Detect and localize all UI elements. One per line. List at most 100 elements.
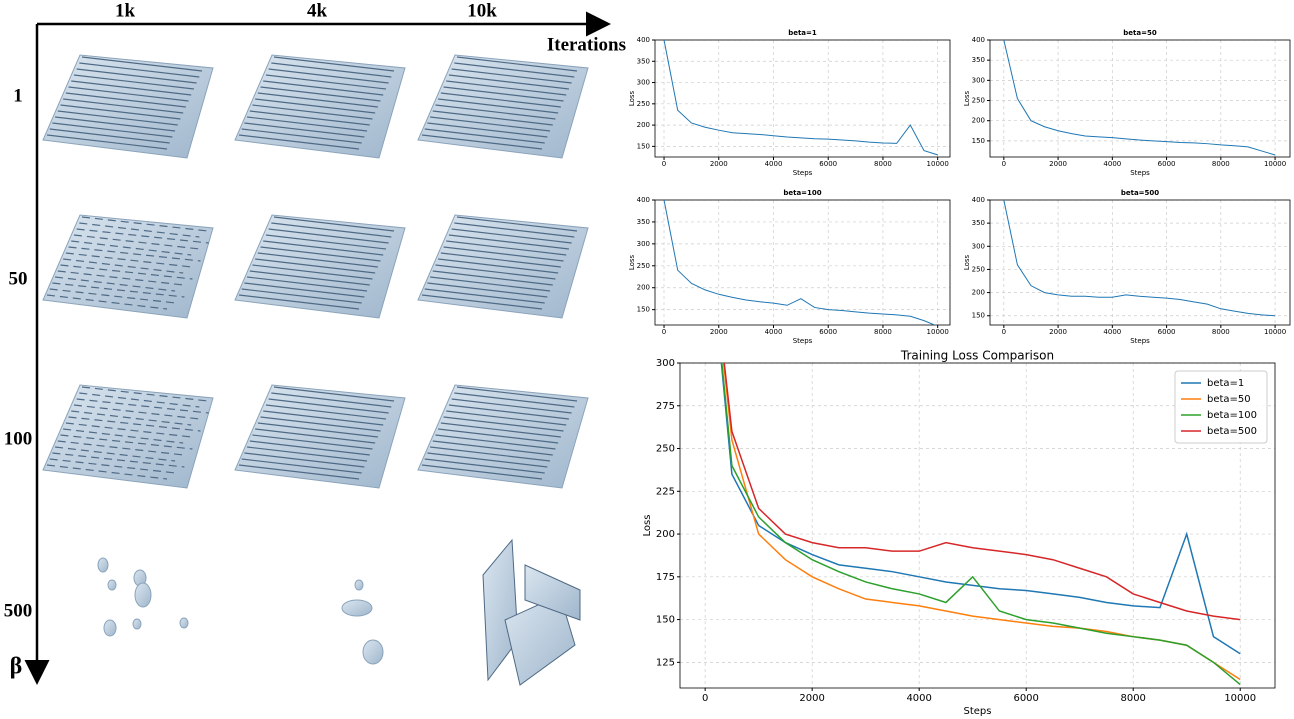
- y-tick-label: 200: [656, 529, 675, 540]
- render-fin: [252, 104, 373, 120]
- y-tick-label: 200: [637, 121, 650, 129]
- render-fin: [438, 98, 559, 114]
- render-fin: [260, 246, 381, 262]
- x-tick-label: 6000: [1158, 328, 1176, 336]
- render-fin: [265, 74, 386, 90]
- render-fin: [81, 386, 209, 402]
- render-fin: [241, 288, 362, 304]
- row-label: 1: [13, 85, 23, 106]
- render-fin: [435, 264, 556, 280]
- chart-title: Training Loss Comparison: [900, 349, 1054, 363]
- render-fin: [446, 410, 567, 426]
- render-fin: [255, 258, 376, 274]
- render-fin: [263, 80, 384, 96]
- x-tick-label: 2000: [1049, 328, 1067, 336]
- y-tick-label: 400: [637, 196, 650, 204]
- render-grid: 1k 4k 10k Iterations 1 50 100 500 β: [4, 0, 626, 686]
- render-fin: [421, 294, 543, 310]
- render-fin: [438, 428, 559, 444]
- y-tick-label: 400: [972, 196, 985, 204]
- render-fin: [73, 404, 200, 420]
- legend: beta=1 beta=50 beta=100 beta=500: [1174, 370, 1268, 444]
- render-fragment: [524, 564, 581, 621]
- render-fin: [265, 234, 386, 250]
- y-tick-label: 225: [656, 486, 675, 497]
- render-fin: [63, 428, 184, 444]
- render-fin: [238, 294, 360, 310]
- y-tick-label: 250: [637, 262, 650, 270]
- render-fin: [268, 228, 389, 244]
- x-tick-label: 0: [662, 160, 666, 168]
- x-tick-label: 2000: [1049, 160, 1067, 168]
- render-fin: [60, 434, 193, 450]
- render-fin: [63, 258, 184, 274]
- render-fin: [257, 252, 378, 268]
- render-fin: [260, 86, 381, 102]
- x-tick-label: 8000: [1212, 328, 1230, 336]
- row-label: 500: [4, 600, 33, 621]
- render-fin: [71, 240, 192, 256]
- y-tick-label: 400: [637, 36, 650, 44]
- y-axis-label: Loss: [963, 254, 971, 270]
- render-fin: [52, 452, 185, 468]
- render-fin: [81, 216, 209, 232]
- y-tick-label: 275: [656, 401, 675, 412]
- x-tick-label: 2000: [710, 328, 728, 336]
- render-fin: [76, 228, 209, 244]
- render-fin: [443, 86, 564, 102]
- render-fin: [249, 270, 370, 286]
- chart-title: beta=500: [1121, 189, 1159, 197]
- render-fin: [273, 56, 395, 72]
- x-tick-label: 6000: [819, 160, 837, 168]
- render-fin: [435, 104, 556, 120]
- render-fragment: [482, 538, 519, 682]
- legend-label: beta=50: [1207, 394, 1251, 405]
- x-tick-label: 10000: [1264, 328, 1286, 336]
- render-fin: [73, 74, 194, 90]
- legend-label: beta=100: [1207, 410, 1257, 421]
- render-blob: [354, 579, 364, 591]
- row-label: 50: [9, 268, 28, 289]
- render-blob: [134, 582, 152, 608]
- x-axis-label: Steps: [964, 706, 992, 717]
- render-fin: [456, 386, 578, 402]
- column-label: 1k: [115, 0, 136, 21]
- render-fin: [247, 116, 368, 132]
- render-fin: [443, 416, 564, 432]
- render-fin: [268, 68, 389, 84]
- plot-frame: [679, 362, 1276, 689]
- render-fin: [440, 422, 561, 438]
- chart-title: beta=1: [788, 29, 817, 37]
- y-tick-label: 150: [972, 312, 985, 320]
- y-tick-label: 300: [972, 242, 985, 250]
- render-fin: [454, 392, 575, 408]
- x-axis-label: Iterations: [547, 34, 626, 55]
- render-fin: [432, 110, 553, 126]
- x-tick-label: 6000: [819, 328, 837, 336]
- row-label: 100: [4, 428, 33, 449]
- x-tick-label: 0: [1002, 160, 1006, 168]
- chart-title: beta=50: [1123, 29, 1157, 37]
- x-tick-label: 6000: [1013, 693, 1038, 704]
- y-axis-label: β: [10, 654, 23, 680]
- render-fin: [271, 392, 392, 408]
- render-fin: [241, 458, 362, 474]
- y-tick-label: 200: [972, 289, 985, 297]
- y-tick-label: 400: [972, 36, 985, 44]
- render-fin: [65, 252, 192, 268]
- render-fin: [79, 392, 200, 408]
- x-tick-label: 4000: [906, 693, 931, 704]
- render-fin: [60, 104, 181, 120]
- render-fin: [68, 246, 201, 262]
- render-fin: [249, 440, 370, 456]
- legend-box: [1174, 370, 1268, 444]
- legend-label: beta=500: [1207, 426, 1257, 437]
- render: [234, 214, 406, 319]
- x-tick-label: 0: [662, 328, 666, 336]
- column-label: 4k: [307, 0, 328, 21]
- y-tick-label: 200: [972, 117, 985, 125]
